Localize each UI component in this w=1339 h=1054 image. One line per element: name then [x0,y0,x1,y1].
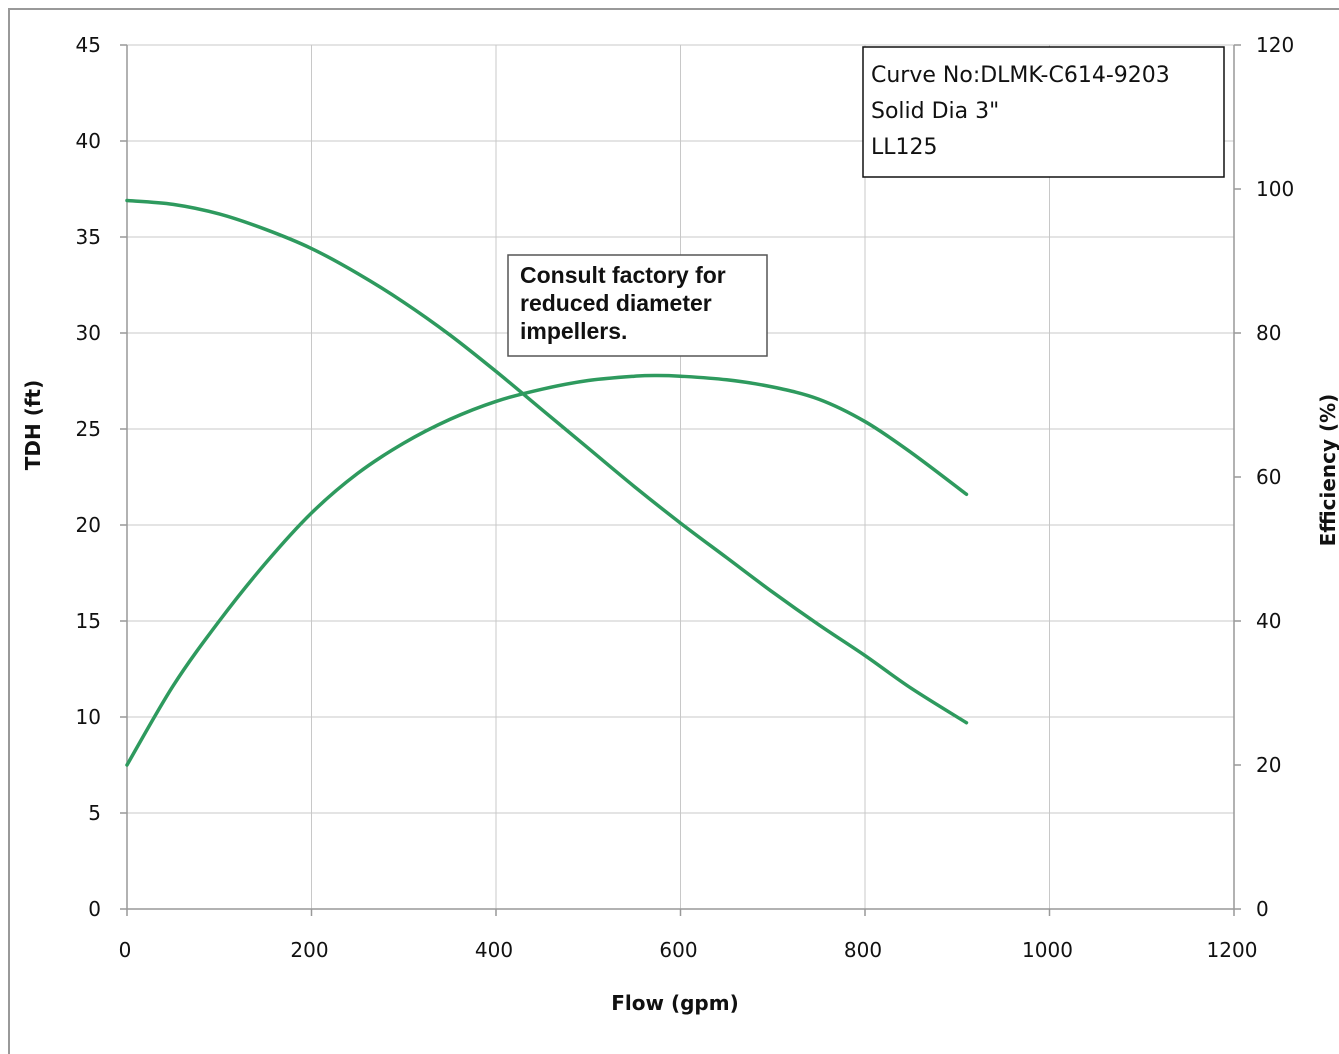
curve-info-box-frame [862,46,1225,178]
tick-labels: 0 200 400 600 800 1000 1200 0 5 10 15 20 25 30 35 40 45 0… [76,33,1295,962]
y-tick-label: 10 [76,705,101,729]
y-tick-label: 25 [76,417,101,441]
y2-tick-label: 80 [1256,321,1281,345]
y-tick-label: 0 [88,897,101,921]
chart-frame [8,8,1339,1054]
x-tick-label: 1200 [1207,938,1258,962]
x-tick-label: 800 [844,938,882,962]
curve-info-box: Curve No:DLMK-C614-9203 Solid Dia 3" LL1… [862,46,1225,178]
note-line-3: impellers. [520,318,627,344]
solid-diameter: Solid Dia 3" [871,99,999,124]
x-tick-label: 400 [475,938,513,962]
tdh-curve [125,198,969,725]
efficiency-curve [125,373,969,767]
x-tick-label: 0 [119,938,132,962]
y-tick-label: 40 [76,129,101,153]
y2-tick-label: 0 [1256,897,1269,921]
y2-tick-label: 20 [1256,753,1281,777]
curve-number: Curve No:DLMK-C614-9203 [871,63,1170,88]
y2-tick-label: 40 [1256,609,1281,633]
note-line-1: Consult factory for [520,262,726,288]
curves [125,198,969,767]
y-tick-label: 5 [88,801,101,825]
consult-note-box: Consult factory for reduced diameter imp… [507,254,768,357]
note-line-2: reduced diameter [520,290,712,316]
x-tick-label: 200 [290,938,328,962]
y-axis-title: TDH (ft) [21,380,45,471]
y2-axis-title: Efficiency (%) [1316,394,1339,547]
y-tick-label: 15 [76,609,101,633]
y2-tick-label: 120 [1256,33,1294,57]
x-tick-label: 600 [659,938,697,962]
y-tick-label: 35 [76,225,101,249]
axes [120,44,1241,916]
y2-tick-label: 60 [1256,465,1281,489]
y2-tick-label: 100 [1256,177,1294,201]
y-tick-label: 30 [76,321,101,345]
x-axis-title: Flow (gpm) [611,991,738,1015]
consult-note-box-frame [507,254,768,357]
model-name: LL125 [871,135,938,160]
y-tick-label: 45 [76,33,101,57]
y-tick-label: 20 [76,513,101,537]
x-tick-label: 1000 [1022,938,1073,962]
